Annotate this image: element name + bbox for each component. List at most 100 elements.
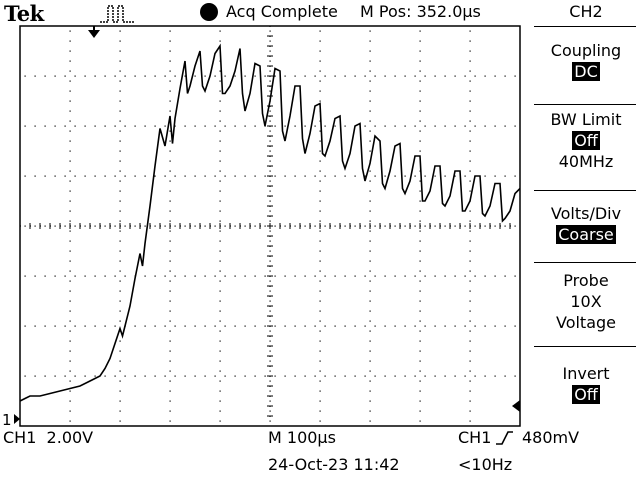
grid-dot [454, 175, 456, 177]
grid-dot [169, 60, 171, 62]
grid-dot [284, 175, 286, 177]
grid-dot [354, 375, 356, 377]
grid-dot [64, 125, 66, 127]
grid-dot [169, 140, 171, 142]
grid-dot [154, 375, 156, 377]
grid-dot [119, 360, 121, 362]
grid-dot [454, 275, 456, 277]
grid-dot [369, 320, 371, 322]
grid-dot [269, 140, 271, 142]
grid-dot [319, 150, 321, 152]
grid-dot [219, 40, 221, 42]
grid-dot [294, 225, 296, 227]
grid-dot [124, 375, 126, 377]
grid-dot [219, 420, 221, 422]
grid-dot [419, 270, 421, 272]
grid-dot [144, 225, 146, 227]
grid-dot [169, 310, 171, 312]
grid-dot [344, 375, 346, 377]
grid-dot [94, 225, 96, 227]
grid-dot [419, 360, 421, 362]
grid-dot [204, 225, 206, 227]
grid-dot [319, 220, 321, 222]
grid-dot [269, 80, 271, 82]
grid-dot [69, 290, 71, 292]
grid-dot [269, 290, 271, 292]
grid-dot [219, 180, 221, 182]
grid-dot [219, 310, 221, 312]
grid-dot [314, 275, 316, 277]
grid-dot [469, 130, 471, 132]
grid-dot [404, 325, 406, 327]
probe-button[interactable]: Probe 10X Voltage [532, 270, 640, 333]
grid-dot [294, 375, 296, 377]
grid-dot [319, 370, 321, 372]
display-markers [14, 26, 520, 424]
grid-dot [69, 100, 71, 102]
invert-label: Invert [562, 364, 610, 383]
grid-dot [334, 225, 336, 227]
grid-dot [464, 175, 466, 177]
grid-dot [469, 240, 471, 242]
grid-dot [369, 140, 371, 142]
grid-dot [374, 325, 376, 327]
grid-dot [84, 175, 86, 177]
rising-edge-icon [496, 431, 513, 445]
grid-dot [69, 300, 71, 302]
grid-dot [369, 190, 371, 192]
grid-dot [119, 370, 121, 372]
grid-dot [304, 225, 306, 227]
grid-dot [324, 325, 326, 327]
bw-limit-button[interactable]: BW Limit Off 40MHz [532, 109, 640, 172]
grid-dot [454, 75, 456, 77]
grid-dot [69, 280, 71, 282]
grid-dot [54, 75, 56, 77]
grid-dot [34, 75, 36, 77]
grid-dot [119, 250, 121, 252]
grid-dot [514, 75, 516, 77]
grid-dot [154, 325, 156, 327]
coupling-button[interactable]: Coupling DC [532, 40, 640, 82]
grid-dot [64, 75, 66, 77]
grid-dot [219, 350, 221, 352]
grid-dot [319, 200, 321, 202]
invert-button[interactable]: Invert Off [532, 363, 640, 405]
grid-dot [464, 225, 466, 227]
grid-dot [484, 125, 486, 127]
grid-dot [269, 230, 271, 232]
grid-dot [369, 170, 371, 172]
grid-dot [419, 350, 421, 352]
grid-dot [344, 225, 346, 227]
grid-dot [269, 70, 271, 72]
volts-div-button[interactable]: Volts/Div Coarse [532, 203, 640, 245]
grid-dot [69, 330, 71, 332]
grid-dot [164, 225, 166, 227]
grid-dot [384, 125, 386, 127]
grid-dot [364, 325, 366, 327]
grid-dot [454, 125, 456, 127]
grid-dot [214, 75, 216, 77]
probe-attenuation: 10X [570, 292, 602, 311]
grid-dot [314, 325, 316, 327]
grid-dot [469, 250, 471, 252]
grid-dot [269, 250, 271, 252]
grid-dot [119, 300, 121, 302]
grid-dot [369, 70, 371, 72]
grid-dot [434, 225, 436, 227]
grid-dot [69, 240, 71, 242]
grid-dot [219, 320, 221, 322]
grid-dot [304, 125, 306, 127]
grid-dot [154, 75, 156, 77]
grid-dot [84, 125, 86, 127]
grid-dot [284, 225, 286, 227]
horizontal-position: M Pos: 352.0µs [360, 2, 481, 21]
grid-dot [369, 180, 371, 182]
grid-dot [284, 325, 286, 327]
grid-dot [284, 275, 286, 277]
grid-dot [434, 275, 436, 277]
grid-dot [444, 325, 446, 327]
grid-dot [404, 125, 406, 127]
grid-dot [274, 75, 276, 77]
grid-dot [154, 225, 156, 227]
grid-dot [419, 220, 421, 222]
